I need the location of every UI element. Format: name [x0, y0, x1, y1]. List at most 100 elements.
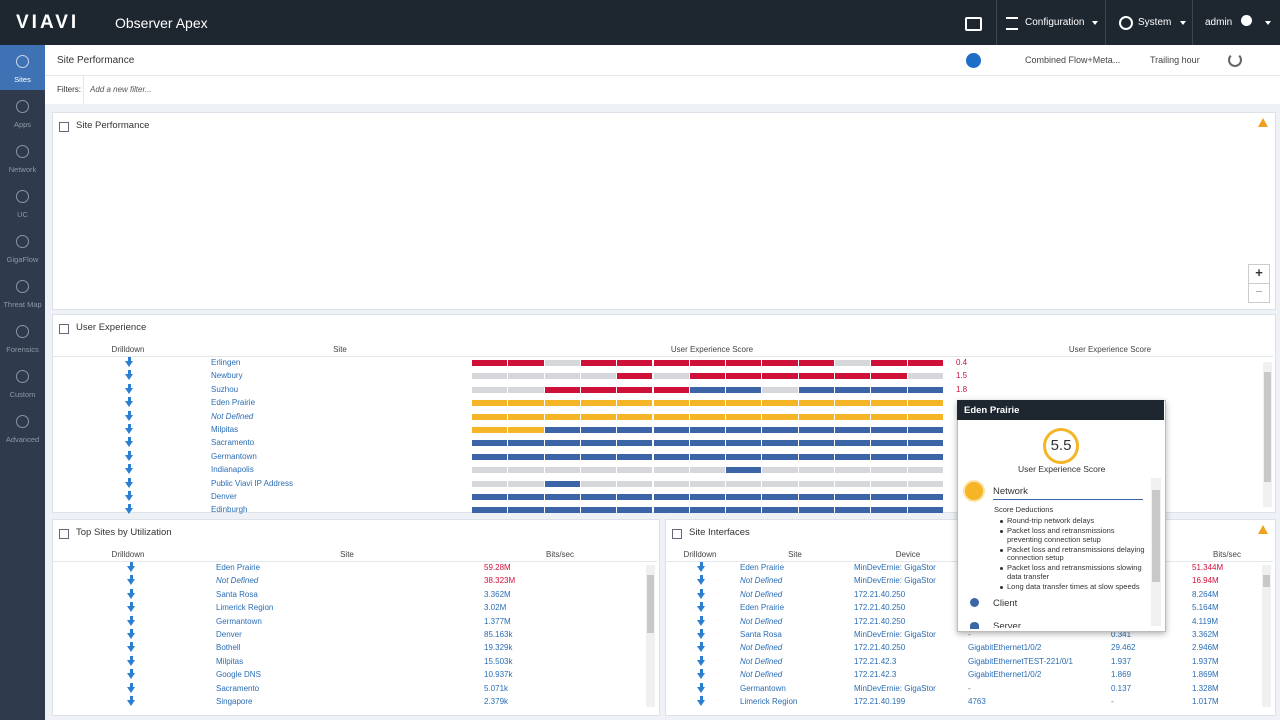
site-link[interactable]: Not Defined: [211, 412, 253, 421]
drilldown[interactable]: [127, 593, 135, 599]
site-link[interactable]: Eden Prairie: [216, 563, 260, 572]
gear-icon[interactable]: [1119, 16, 1133, 30]
drilldown[interactable]: [697, 579, 705, 585]
drilldown[interactable]: [697, 606, 705, 612]
drilldown[interactable]: [127, 660, 135, 666]
site-link[interactable]: Not Defined: [740, 657, 782, 666]
nav-label[interactable]: Network: [0, 165, 45, 174]
device-link[interactable]: MinDevErnie: GigaStor: [854, 684, 936, 693]
drilldown[interactable]: [127, 673, 135, 679]
info-icon[interactable]: [966, 53, 981, 68]
drilldown[interactable]: [697, 673, 705, 679]
zoom-in[interactable]: +: [1248, 264, 1270, 284]
drilldown[interactable]: [125, 388, 133, 394]
drilldown[interactable]: [697, 700, 705, 706]
interface-link[interactable]: GigabitEthernetTEST-221/0/1: [968, 657, 1073, 666]
warning-icon[interactable]: [1258, 525, 1268, 534]
drilldown[interactable]: [125, 508, 133, 514]
config-icon[interactable]: [1006, 17, 1018, 30]
site-link[interactable]: Germantown: [740, 684, 786, 693]
site-link[interactable]: Milpitas: [216, 657, 243, 666]
site-link[interactable]: Public Viavi IP Address: [211, 479, 293, 488]
nav-icon[interactable]: [16, 280, 29, 293]
nav-icon[interactable]: [16, 325, 29, 338]
drilldown[interactable]: [127, 700, 135, 706]
drilldown[interactable]: [127, 633, 135, 639]
zoom-out[interactable]: −: [1248, 283, 1270, 303]
site-link[interactable]: Germantown: [211, 452, 257, 461]
interface-link[interactable]: 4763: [968, 697, 986, 706]
site-link[interactable]: Eden Prairie: [211, 398, 255, 407]
nav-icon[interactable]: [16, 55, 29, 68]
nav-label[interactable]: Custom: [0, 390, 45, 399]
site-link[interactable]: Eden Prairie: [740, 563, 784, 572]
briefcase-icon[interactable]: [965, 17, 982, 31]
nav-label[interactable]: GigaFlow: [0, 255, 45, 264]
site-link[interactable]: Singapore: [216, 697, 252, 706]
header-menu[interactable]: Configuration: [1025, 17, 1084, 28]
site-link[interactable]: Sacramento: [211, 438, 254, 447]
device-link[interactable]: 172.21.42.3: [854, 657, 896, 666]
site-link[interactable]: Not Defined: [740, 576, 782, 585]
nav-icon[interactable]: [16, 190, 29, 203]
drilldown[interactable]: [127, 579, 135, 585]
nav-label[interactable]: Apps: [0, 120, 45, 129]
site-link[interactable]: Limerick Region: [740, 697, 797, 706]
site-link[interactable]: Not Defined: [216, 576, 258, 585]
site-link[interactable]: Denver: [211, 492, 237, 501]
drilldown[interactable]: [125, 455, 133, 461]
site-link[interactable]: Not Defined: [740, 643, 782, 652]
drilldown[interactable]: [127, 566, 135, 572]
site-link[interactable]: Google DNS: [216, 670, 261, 679]
header-menu[interactable]: System: [1138, 17, 1171, 28]
drilldown[interactable]: [127, 620, 135, 626]
caret[interactable]: [1265, 21, 1271, 25]
caret[interactable]: [1180, 21, 1186, 25]
drilldown[interactable]: [125, 374, 133, 380]
device-link[interactable]: 172.21.40.250: [854, 590, 905, 599]
interface-link[interactable]: -: [968, 684, 971, 693]
drilldown[interactable]: [125, 495, 133, 501]
device-link[interactable]: 172.21.42.3: [854, 670, 896, 679]
drilldown[interactable]: [697, 620, 705, 626]
site-link[interactable]: Not Defined: [740, 670, 782, 679]
site-link[interactable]: Edinburgh: [211, 505, 247, 514]
category-name[interactable]: Client: [993, 598, 1017, 609]
site-link[interactable]: Milpitas: [211, 425, 238, 434]
site-link[interactable]: Eden Prairie: [740, 603, 784, 612]
site-link[interactable]: Germantown: [216, 617, 262, 626]
device-link[interactable]: MinDevErnie: GigaStor: [854, 576, 936, 585]
nav-label[interactable]: Forensics: [0, 345, 45, 354]
drilldown[interactable]: [125, 428, 133, 434]
time-select[interactable]: Trailing hour: [1150, 55, 1200, 65]
drilldown[interactable]: [697, 633, 705, 639]
drilldown[interactable]: [127, 606, 135, 612]
drilldown[interactable]: [127, 687, 135, 693]
site-link[interactable]: Limerick Region: [216, 603, 273, 612]
device-link[interactable]: 172.21.40.250: [854, 617, 905, 626]
warning-icon[interactable]: [1258, 118, 1268, 127]
category-name[interactable]: Network: [993, 486, 1028, 497]
nav-label[interactable]: Advanced: [0, 435, 45, 444]
drilldown[interactable]: [127, 646, 135, 652]
site-link[interactable]: Bothell: [216, 643, 240, 652]
site-link[interactable]: Suzhou: [211, 385, 238, 394]
device-link[interactable]: 172.21.40.250: [854, 643, 905, 652]
site-link[interactable]: Denver: [216, 630, 242, 639]
nav-label[interactable]: Sites: [0, 75, 45, 84]
site-link[interactable]: Santa Rosa: [216, 590, 258, 599]
nav-icon[interactable]: [16, 100, 29, 113]
drilldown[interactable]: [697, 660, 705, 666]
site-link[interactable]: Not Defined: [740, 590, 782, 599]
device-link[interactable]: 172.21.40.250: [854, 603, 905, 612]
drilldown[interactable]: [125, 401, 133, 407]
caret[interactable]: [1092, 21, 1098, 25]
drilldown[interactable]: [697, 687, 705, 693]
nav-label[interactable]: Threat Map: [0, 300, 45, 309]
drilldown[interactable]: [697, 646, 705, 652]
site-link[interactable]: Newbury: [211, 371, 243, 380]
refresh-icon[interactable]: [1228, 53, 1242, 67]
site-link[interactable]: Not Defined: [740, 617, 782, 626]
site-link[interactable]: Santa Rosa: [740, 630, 782, 639]
nav-label[interactable]: UC: [0, 210, 45, 219]
